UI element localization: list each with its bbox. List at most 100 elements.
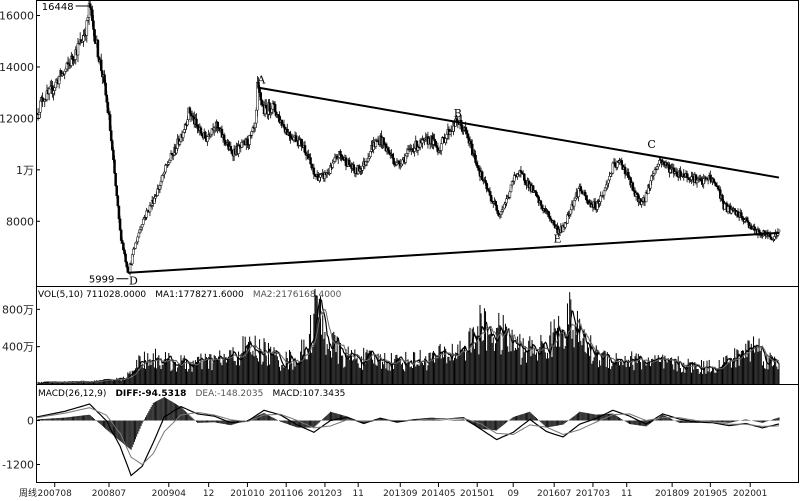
candle-body [52, 90, 55, 94]
candle-body [134, 242, 137, 249]
candle-body [606, 182, 609, 186]
candle-body [623, 166, 627, 175]
candle-body [222, 134, 226, 141]
candle-body [246, 138, 249, 145]
candle-body [255, 109, 258, 124]
candle-body [485, 182, 488, 189]
candle-body [230, 150, 234, 154]
trendline-de [128, 231, 780, 274]
candle-body [631, 182, 635, 191]
macd-dea: DEA:-148.2035 [196, 389, 264, 399]
candle-body [535, 191, 538, 197]
point-label-b: B [454, 107, 462, 120]
x-tick-label: 200904 [152, 489, 187, 499]
y-tick-label: -1200 [2, 459, 34, 472]
candle-body [117, 205, 121, 220]
candle-body [229, 146, 233, 151]
candle-body [477, 167, 481, 171]
candle-body [503, 203, 506, 209]
candle-body [740, 212, 743, 217]
candle-body [303, 145, 307, 153]
candle-body [579, 186, 583, 191]
x-tick-label: 201703 [576, 489, 610, 499]
candle-body [695, 179, 699, 184]
candle-body [662, 161, 666, 165]
candle-body [132, 248, 135, 255]
x-tick-label: 200708 [38, 489, 73, 499]
candle-body [480, 171, 484, 181]
volume-ma-lines [43, 297, 780, 384]
candle-body [195, 118, 198, 126]
x-tick-label: 11 [352, 489, 363, 499]
candle-body [186, 119, 189, 126]
candle-body [413, 148, 416, 152]
candle-body [496, 210, 499, 214]
candle-body [47, 88, 51, 94]
candle-body [159, 180, 163, 186]
candle-body [552, 220, 556, 225]
candle-body [118, 218, 122, 231]
candle-body [404, 155, 408, 163]
candle-body [139, 226, 143, 230]
candle-body [289, 135, 292, 139]
x-axis-prefix: 周线 [19, 487, 37, 499]
candle-body [331, 162, 334, 168]
candle-body [736, 211, 740, 217]
candle-body [341, 156, 344, 160]
candle-body [153, 197, 156, 204]
candle-body [675, 171, 679, 177]
candle-body [652, 173, 656, 176]
candle-body [386, 147, 390, 151]
candle-body [709, 175, 712, 180]
candle-body [433, 138, 436, 142]
candle-body [39, 100, 42, 113]
candle-body [292, 136, 296, 141]
macd-diff: DIFF:-94.5318 [115, 389, 186, 399]
candle-body [121, 240, 124, 244]
candle-body [53, 87, 56, 91]
candle-body [539, 200, 543, 206]
x-tick-label: 201607 [537, 489, 571, 499]
candle-body [200, 133, 204, 137]
candle-body [602, 190, 606, 196]
candle-body [71, 55, 74, 60]
price-candles [36, 0, 781, 276]
candle-body [494, 201, 497, 206]
candle-body [405, 153, 409, 157]
candle-body [519, 170, 523, 173]
candle-body [505, 198, 508, 204]
candle-body [196, 124, 199, 129]
candle-body [569, 209, 573, 215]
candle-body [540, 205, 544, 209]
candle-body [113, 159, 116, 174]
macd-histogram [37, 397, 780, 450]
candle-body [547, 211, 550, 218]
y-tick-label: 800万 [2, 303, 34, 316]
macd-header: MACD(26,12,9) DIFF:-94.5318 DEA:-148.203… [38, 381, 345, 400]
low-label: 5999 [89, 275, 114, 286]
candle-body [352, 164, 355, 171]
x-axis: 周线 200708 200807 200904 12 201010 201106 20120… [19, 483, 767, 499]
candle-body [130, 254, 134, 265]
high-label: 16448 [42, 2, 74, 13]
x-tick-label: 11 [621, 489, 632, 499]
candle-body [273, 104, 277, 113]
x-tick-label: 200807 [92, 489, 126, 499]
x-tick-label: 201405 [421, 489, 455, 499]
candle-body [434, 140, 437, 147]
candle-body [333, 157, 337, 162]
candle-body [593, 201, 597, 209]
candle-body [216, 121, 219, 128]
candle-body [464, 127, 467, 132]
y-tick-label: 12000 [0, 112, 34, 125]
candle-body [658, 160, 661, 165]
candle-body [523, 173, 526, 181]
candle-body [604, 184, 608, 189]
candle-body [635, 192, 639, 195]
x-tick-label: 09 [507, 489, 519, 499]
candle-body [138, 229, 142, 234]
candle-body [508, 191, 512, 198]
x-tick-label: 201203 [308, 489, 342, 499]
candle-body [90, 7, 93, 11]
candle-body [63, 70, 66, 75]
